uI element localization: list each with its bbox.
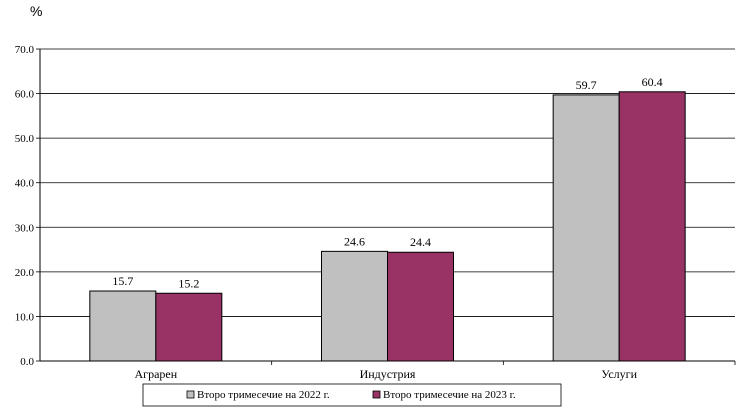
bar <box>552 94 620 362</box>
data-label: 59.7 <box>576 78 597 92</box>
y-tick-label: 40.0 <box>15 178 35 190</box>
y-axis-unit-label: % <box>30 3 42 19</box>
y-tick-label: 0.0 <box>20 356 34 368</box>
bar <box>618 91 686 362</box>
bar <box>387 251 454 362</box>
legend: Второ тримесечие на 2022 г. Второ тримесе… <box>142 383 562 407</box>
category-label: Услуги <box>601 367 637 381</box>
bar <box>155 292 223 362</box>
y-tick-label: 20.0 <box>15 267 35 279</box>
data-labels: 15.7 15.2 24.6 24.4 59.7 60.4 <box>112 75 662 290</box>
bar <box>321 250 388 362</box>
data-label: 24.6 <box>344 234 365 248</box>
axes <box>39 49 736 365</box>
y-tick-label: 60.0 <box>15 89 35 101</box>
legend-label: Второ тримесечие на 2023 г. <box>383 389 516 401</box>
y-tick-label: 30.0 <box>15 222 35 234</box>
data-label: 15.7 <box>112 274 133 288</box>
y-axis-ticks: 0.0 10.0 20.0 30.0 40.0 50.0 60.0 70.0 <box>15 44 40 368</box>
data-label: 24.4 <box>410 235 431 249</box>
legend-swatch <box>372 390 381 399</box>
y-tick-label: 50.0 <box>15 133 35 145</box>
y-tick-label: 70.0 <box>15 44 35 56</box>
category-labels: Аграрен Индустрия Услуги <box>134 367 637 381</box>
y-tick-label: 10.0 <box>15 311 35 323</box>
legend-label: Второ тримесечие на 2022 г. <box>197 389 330 401</box>
data-label: 60.4 <box>642 75 663 89</box>
legend-swatch <box>186 390 195 399</box>
category-label: Индустрия <box>360 367 416 381</box>
category-label: Аграрен <box>134 367 177 381</box>
bar <box>89 290 157 362</box>
legend-box <box>142 383 562 407</box>
data-label: 15.2 <box>178 276 199 290</box>
bars <box>89 91 686 362</box>
